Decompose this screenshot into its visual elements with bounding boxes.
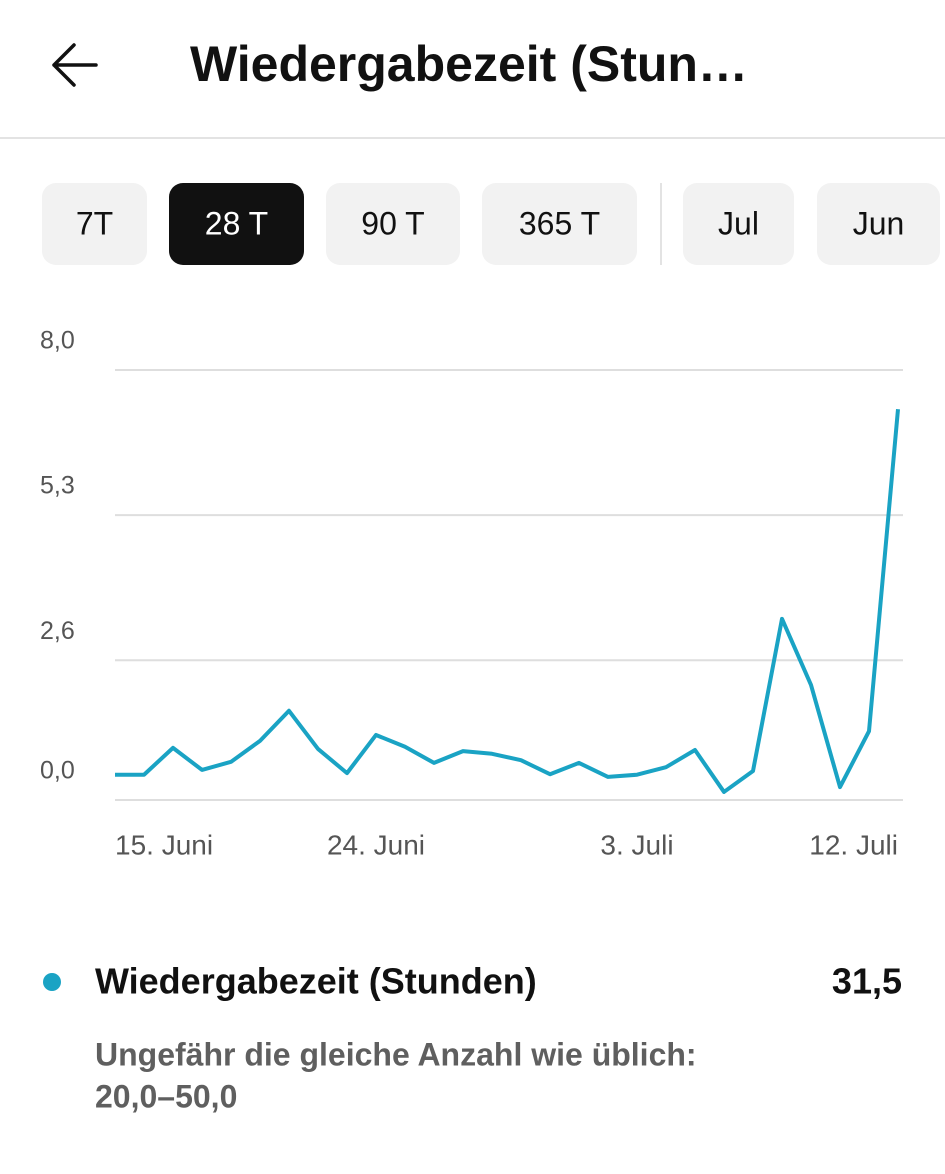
tab[interactable]	[817, 183, 940, 265]
x-tick-label: 24. Juni	[327, 829, 425, 860]
legend-dot	[43, 973, 61, 991]
tab-label[interactable]: 365 T	[519, 205, 600, 241]
tab-label[interactable]: Jun	[853, 205, 905, 241]
y-tick-label: 5,3	[40, 472, 75, 500]
tab[interactable]	[482, 183, 637, 265]
tab-label[interactable]: 7T	[76, 205, 113, 241]
page-title: Wiedergabezeit (Stun…	[190, 36, 748, 92]
tab-label[interactable]: 28 T	[205, 205, 268, 241]
summary-note: Ungefähr die gleiche Anzahl wie üblich:	[95, 1036, 697, 1072]
legend-label: Wiedergabezeit (Stunden)	[95, 961, 537, 1002]
x-tick-label: 3. Juli	[600, 829, 673, 860]
y-tick-label: 8,0	[40, 327, 75, 355]
data-line	[115, 409, 900, 794]
tab-label[interactable]: 90 T	[361, 205, 424, 241]
back-button[interactable]	[52, 43, 98, 87]
tab[interactable]	[326, 183, 460, 265]
tab[interactable]	[169, 183, 304, 265]
x-tick-label: 12. Juli	[809, 829, 898, 860]
tab-label[interactable]: Jul	[718, 205, 759, 241]
tab[interactable]	[42, 183, 147, 265]
y-tick-label: 0,0	[40, 757, 75, 785]
summary-range: 20,0–50,0	[95, 1078, 237, 1114]
total-value: 31,5	[832, 961, 902, 1002]
x-tick-label: 15. Juni	[115, 829, 213, 860]
y-tick-label: 2,6	[40, 617, 75, 645]
tab[interactable]	[683, 183, 794, 265]
back-arrow[interactable]	[52, 43, 98, 87]
